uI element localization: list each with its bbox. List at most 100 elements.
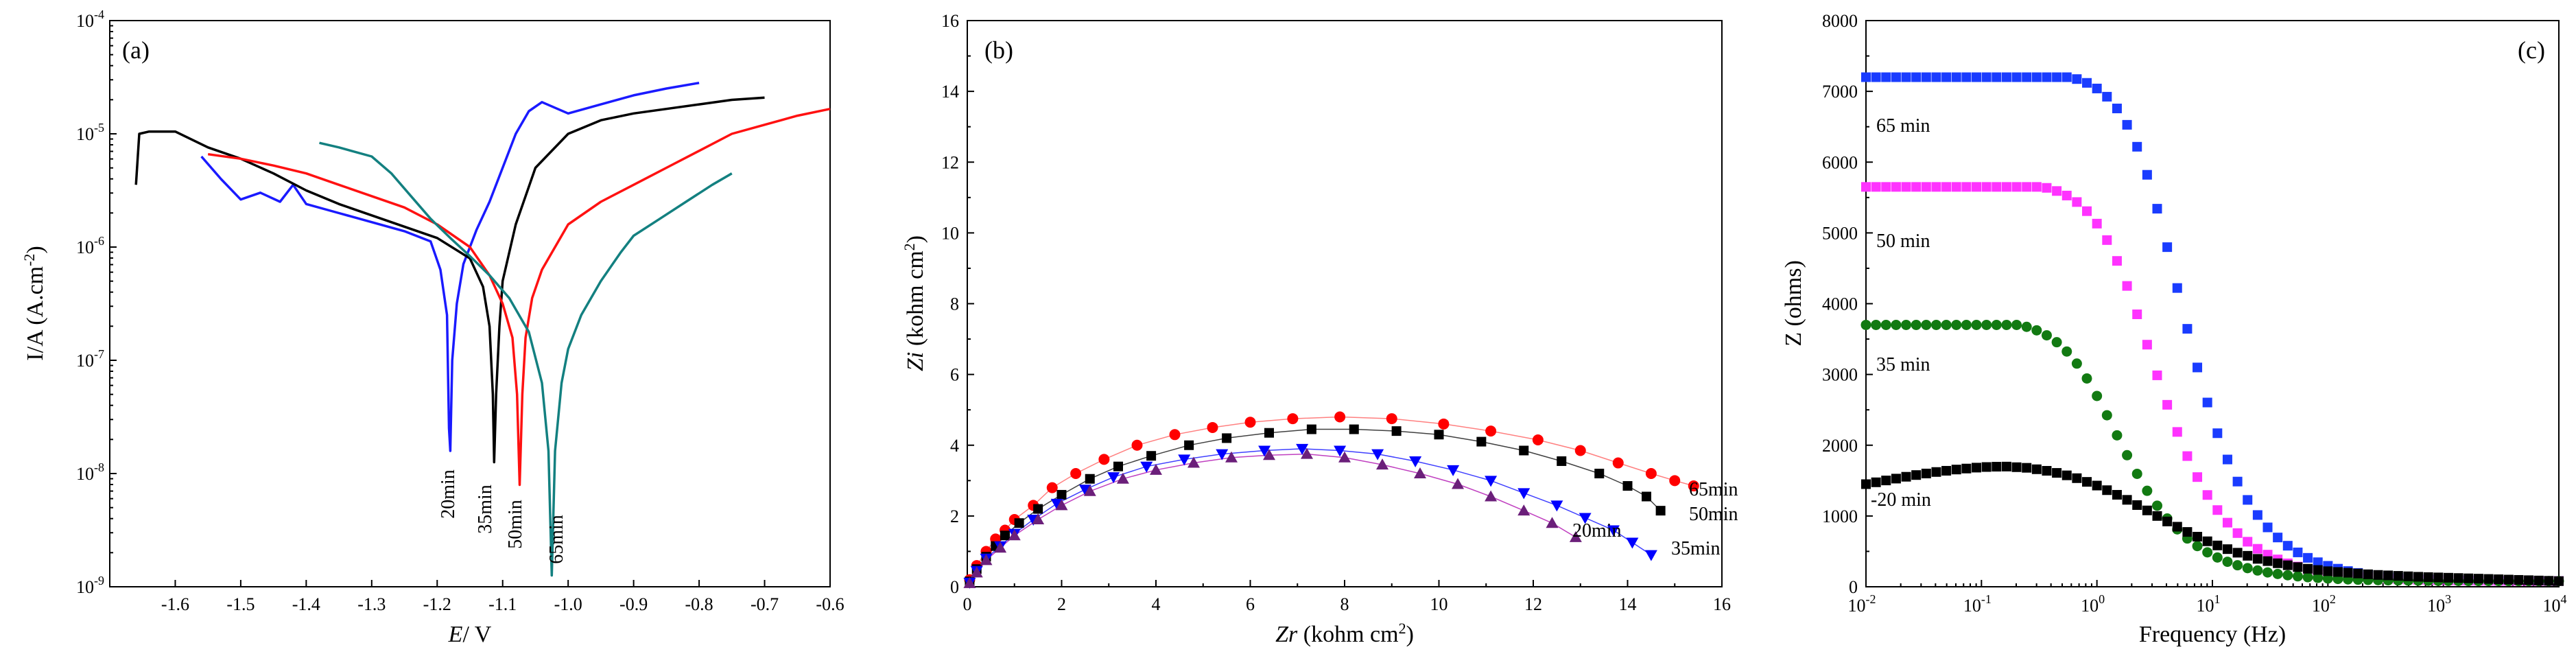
panel-b-point-35min <box>1579 513 1592 524</box>
panel-b-point-20min <box>1301 447 1313 459</box>
panel-c-point-20min <box>2082 477 2092 487</box>
panel-a-annotation-65min: 65min <box>546 515 567 564</box>
panel-c-point-35min <box>2092 390 2103 401</box>
panel-c-point-50min <box>1931 182 1941 192</box>
panel-c-point-20min <box>2453 573 2463 583</box>
panel-a-x-tick-label: -0.7 <box>751 594 779 614</box>
panel-c-point-20min <box>2554 576 2564 586</box>
panel-c-point-20min <box>2533 575 2544 585</box>
panel-b-point-50min <box>1184 440 1194 450</box>
panel-c-point-50min <box>2193 472 2203 482</box>
panel-c-point-20min <box>2011 462 2022 472</box>
panel-c-point-20min <box>2393 571 2403 581</box>
panel-a-x-tick-label: -1.1 <box>488 594 517 614</box>
panel-c-point-20min <box>2443 572 2453 583</box>
panel-c-point-20min <box>2212 540 2223 550</box>
panel-c-point-20min <box>1961 463 1972 474</box>
panel-c-point-50min <box>2092 218 2102 229</box>
panel-c-point-50min <box>2252 544 2262 554</box>
panel-b-point-50min <box>1056 489 1067 500</box>
panel-c-point-35min <box>2001 319 2012 330</box>
panel-b-point-65min <box>1574 445 1586 456</box>
panel-c-point-50min <box>2212 505 2223 515</box>
panel-a-x-tick-label: -0.9 <box>619 594 648 614</box>
panel-a-y-tick-base: 10 <box>76 464 94 484</box>
panel-c-point-65min <box>2031 72 2042 82</box>
panel-b-point-50min <box>1113 461 1123 471</box>
panel-c-point-20min <box>2403 571 2413 581</box>
panel-c-point-20min <box>2193 532 2203 542</box>
panel-c-point-20min <box>2001 461 2011 471</box>
panel-b-point-50min <box>1014 518 1024 528</box>
panel-c-x-tick-base: 10 <box>2427 596 2445 616</box>
panel-c-point-50min <box>2112 256 2122 266</box>
panel-c-point-65min <box>2243 495 2253 505</box>
panel-b-x-tick-label: 8 <box>1340 594 1349 614</box>
panel-c-point-65min <box>2293 547 2303 557</box>
panel-c-point-20min <box>2503 574 2514 585</box>
panel-c-point-65min <box>1981 72 1992 82</box>
panel-b-point-65min <box>1244 417 1256 428</box>
panel-c-point-20min <box>2373 570 2383 580</box>
panel-b-point-20min <box>1517 504 1531 516</box>
panel-c-plot-frame <box>1865 20 2560 587</box>
panel-a-ticks: -1.6 -1.5 -1.4 -1.3 -1.2 -1.1 -1.0 -0.9 -0.8 -0.7… <box>76 8 844 614</box>
panel-c-x-tick-exp: -1 <box>1981 592 1992 606</box>
panel-c-point-35min <box>2262 567 2273 578</box>
panel-b-x-axis-label-variable: Zr <box>1275 622 1298 647</box>
panel-c-point-35min <box>1871 319 1882 330</box>
panel-c-point-35min <box>2202 547 2213 558</box>
panel-c-point-65min <box>2082 78 2092 88</box>
panel-c-ticks: 10-2 10-1 100 101 102 103 10401000200030004000… <box>1822 11 2567 616</box>
panel-b-annotation-35min: 35min <box>1671 538 1721 559</box>
panel-a-y-tick-exp: -4 <box>94 8 104 21</box>
panel-c-point-65min <box>2202 397 2212 408</box>
panel-c-point-65min <box>2052 72 2062 82</box>
panel-c-point-65min <box>1881 72 1891 82</box>
panel-c-point-65min <box>2152 204 2162 214</box>
panel-c-point-65min <box>1911 72 1922 82</box>
panel-b-point-35min <box>1140 461 1153 473</box>
panel-c-y-tick-label: 2000 <box>1822 436 1858 456</box>
panel-a-x-tick-label: -1.5 <box>226 594 255 614</box>
panel-b-x-axis-label-unit: (kohm cm <box>1297 622 1398 647</box>
panel-c-point-35min <box>1880 319 1891 330</box>
panel-b-label: (b) <box>984 36 1013 64</box>
panel-c-point-35min <box>2142 485 2153 496</box>
panel-b-point-35min <box>1296 443 1309 455</box>
panel-b-point-50min <box>1349 424 1359 434</box>
panel-c-point-20min <box>2072 473 2082 483</box>
panel-c-point-65min <box>2042 72 2052 82</box>
panel-c-point-50min <box>2102 235 2112 245</box>
panel-c-point-65min <box>2022 72 2032 82</box>
panel-c-point-20min <box>1951 465 1961 475</box>
panel-c-x-tick-label: 101 <box>2197 592 2221 616</box>
panel-c-point-20min <box>2232 548 2243 558</box>
panel-b-point-20min <box>1414 467 1426 478</box>
panel-b-point-20min <box>994 541 1007 553</box>
panel-c-point-65min <box>2112 104 2122 114</box>
panel-b-y-tick-label: 16 <box>941 11 959 31</box>
panel-c-x-tick-exp: 4 <box>2561 592 2567 606</box>
panel-a-y-tick-base: 10 <box>76 11 94 31</box>
panel-b-series-line-35min <box>969 448 1652 583</box>
panel-c-point-20min <box>2112 489 2122 500</box>
panel-c-x-tick-base: 10 <box>2312 596 2330 616</box>
panel-b-point-50min <box>1655 506 1666 516</box>
panel-c-annotation-50min: 50 min <box>1876 231 1930 252</box>
panel-c-point-65min <box>1861 72 1871 82</box>
panel-c-x-tick-label: 104 <box>2543 592 2567 616</box>
panel-b-x-tick-label: 10 <box>1430 594 1448 614</box>
panel-c-point-65min <box>2132 141 2142 152</box>
panel-c-y-tick-label: 3000 <box>1822 365 1858 385</box>
panel-c-point-50min <box>1911 182 1922 192</box>
panel-c-point-20min <box>2262 556 2273 566</box>
panel-c-point-20min <box>2122 495 2132 505</box>
panel-a-series-line-50min <box>207 107 831 487</box>
panel-c-point-20min <box>2102 485 2112 495</box>
panel-b-point-35min <box>1517 488 1531 500</box>
panel-a-y-axis-label-main: I/A (A.cm <box>23 266 48 361</box>
panel-c-point-20min <box>1901 471 1911 482</box>
panel-c-point-20min <box>2202 536 2212 546</box>
panel-c-point-65min <box>1901 72 1911 82</box>
